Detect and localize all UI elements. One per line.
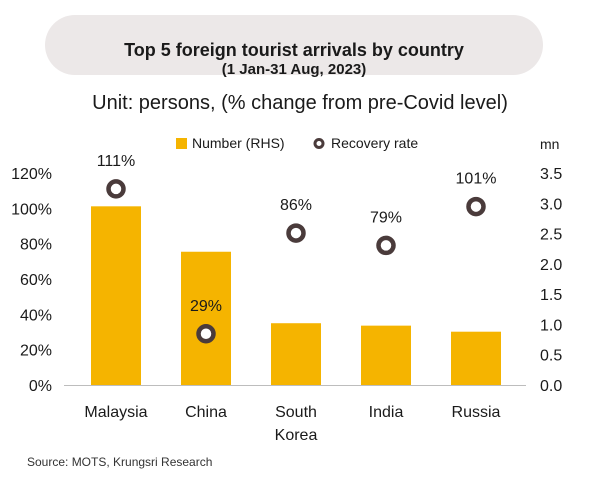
x-tick-label: South bbox=[275, 404, 317, 421]
x-tick-label: India bbox=[369, 404, 404, 421]
unit-subtitle: Unit: persons, (% change from pre-Covid … bbox=[92, 92, 508, 114]
bar bbox=[91, 206, 141, 385]
x-tick-label: China bbox=[185, 404, 227, 421]
bar bbox=[181, 251, 231, 385]
title-banner: Top 5 foreign tourist arrivals by countr… bbox=[45, 15, 543, 78]
legend-label: Number (RHS) bbox=[192, 135, 285, 151]
y-left-tick-label: 120% bbox=[11, 166, 52, 183]
x-tick-label: Malaysia bbox=[84, 404, 147, 421]
y-right-tick-label: 1.5 bbox=[540, 287, 562, 304]
recovery-marker bbox=[106, 179, 126, 199]
y-left-tick-label: 40% bbox=[20, 307, 52, 324]
x-tick-label: Russia bbox=[452, 404, 501, 421]
y-right-tick-label: 3.5 bbox=[540, 166, 562, 183]
data-label: 101% bbox=[456, 171, 497, 188]
recovery-marker bbox=[286, 223, 306, 243]
chart-period: (1 Jan-31 Aug, 2023) bbox=[221, 61, 367, 78]
source-note: Source: MOTS, Krungsri Research bbox=[27, 455, 213, 469]
y-right-tick-label: 2.0 bbox=[540, 257, 562, 274]
bar bbox=[361, 325, 411, 385]
recovery-marker bbox=[376, 235, 396, 256]
y-left-tick-label: 0% bbox=[29, 378, 52, 395]
y-right-tick-label: 1.0 bbox=[540, 317, 562, 334]
legend-marker-recovery bbox=[313, 138, 325, 149]
data-label: 29% bbox=[190, 298, 222, 315]
x-tick-label: Korea bbox=[275, 427, 318, 444]
data-label: 86% bbox=[280, 197, 312, 214]
y-left-tick-label: 20% bbox=[20, 343, 52, 360]
recovery-marker bbox=[466, 196, 486, 217]
y-left-tick-label: 100% bbox=[11, 201, 52, 218]
legend-swatch-bars bbox=[176, 138, 187, 149]
y-left-tick-label: 60% bbox=[20, 272, 52, 289]
y-right-tick-label: 2.5 bbox=[540, 227, 562, 244]
y-right-tick-label: 0.5 bbox=[540, 348, 562, 365]
y-right-tick-label: 0.0 bbox=[540, 378, 562, 395]
bar bbox=[451, 331, 501, 385]
y-left-tick-label: 80% bbox=[20, 237, 52, 254]
legend-label: Recovery rate bbox=[331, 135, 418, 151]
recovery-marker bbox=[196, 324, 216, 344]
chart-title: Top 5 foreign tourist arrivals by countr… bbox=[124, 40, 464, 60]
data-label: 111% bbox=[97, 153, 136, 170]
data-label: 79% bbox=[370, 209, 402, 226]
y-right-axis-label: mn bbox=[540, 136, 559, 152]
bar bbox=[271, 323, 321, 385]
y-right-tick-label: 3.0 bbox=[540, 196, 562, 213]
